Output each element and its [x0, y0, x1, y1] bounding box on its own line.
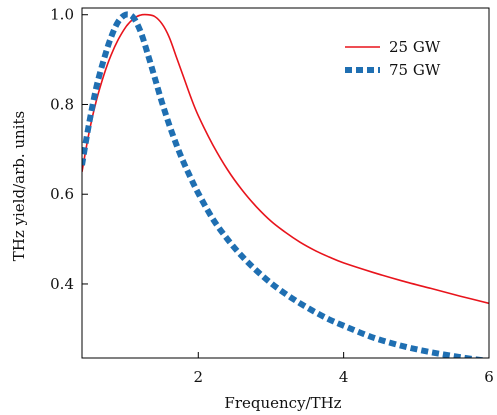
y-tick-label: 1.0 [50, 6, 74, 24]
x-axis-label: Frequency/THz [224, 394, 341, 412]
ticks-layer: 2 4 6 0.4 0.6 0.8 1.0 [50, 6, 494, 386]
y-tick-label: 0.4 [50, 275, 74, 293]
y-tick-label: 0.8 [50, 95, 74, 113]
series-line-2 [82, 11, 489, 358]
y-tick-label: 0.6 [50, 185, 74, 203]
y-axis-label: THz yield/arb. units [10, 111, 28, 261]
series-line-1 [82, 13, 489, 305]
legend-label-2: 75 GW [389, 61, 441, 79]
x-tick-label: 4 [339, 368, 349, 386]
legend-label-1: 25 GW [389, 38, 441, 56]
x-tick-label: 6 [484, 368, 494, 386]
legend: 25 GW 75 GW [345, 38, 441, 79]
series-layer [82, 11, 489, 358]
plot-frame [81, 7, 490, 359]
x-tick-label: 2 [194, 368, 204, 386]
